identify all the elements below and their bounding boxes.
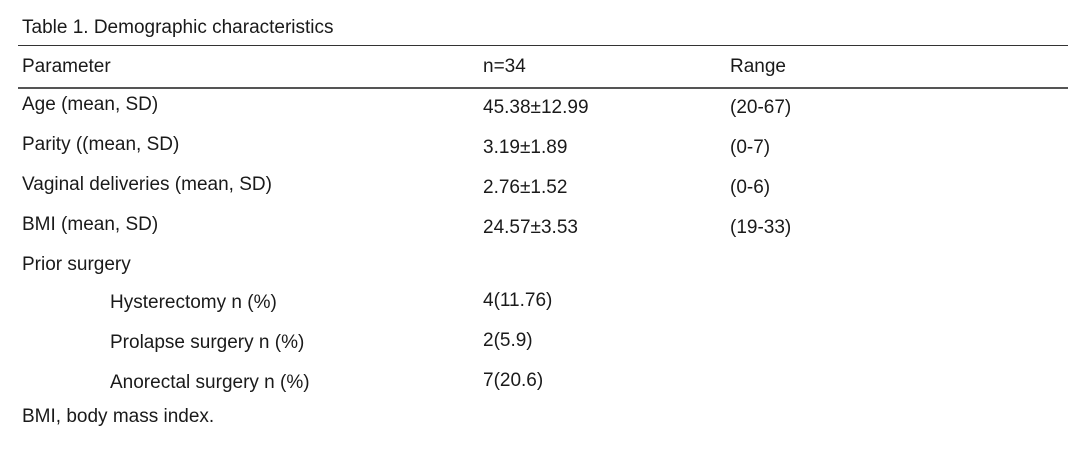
sub-row-label: Hysterectomy n (%) <box>110 292 277 313</box>
header-cell: Range <box>730 56 786 77</box>
row-label: Parity ((mean, SD) <box>22 134 180 155</box>
value-cell: 2(5.9) <box>483 330 533 351</box>
row-label: Age (mean, SD) <box>22 94 159 115</box>
value-cell: 4(11.76) <box>483 290 553 311</box>
row-label: BMI (mean, SD) <box>22 214 159 235</box>
header-cell: n=34 <box>483 56 526 77</box>
footnote: BMI, body mass index. <box>22 406 215 427</box>
value-cell: (0-6) <box>730 177 771 198</box>
value-cell: 7(20.6) <box>483 370 544 391</box>
value-cell: 24.57±3.53 <box>483 217 578 238</box>
header-rule <box>18 87 1068 89</box>
header-cell: Parameter <box>22 56 111 77</box>
top-rule <box>18 45 1068 46</box>
row-label: Vaginal deliveries (mean, SD) <box>22 174 272 195</box>
value-cell: 3.19±1.89 <box>483 137 568 158</box>
value-cell: (0-7) <box>730 137 771 158</box>
value-cell: 45.38±12.99 <box>483 97 589 118</box>
value-cell: (19-33) <box>730 217 792 238</box>
sub-row-label: Prolapse surgery n (%) <box>110 332 305 353</box>
group-label: Prior surgery <box>22 254 131 275</box>
sub-row-label: Anorectal surgery n (%) <box>110 372 310 393</box>
table-title: Table 1. Demographic characteristics <box>22 17 334 38</box>
value-cell: (20-67) <box>730 97 792 118</box>
value-cell: 2.76±1.52 <box>483 177 568 198</box>
